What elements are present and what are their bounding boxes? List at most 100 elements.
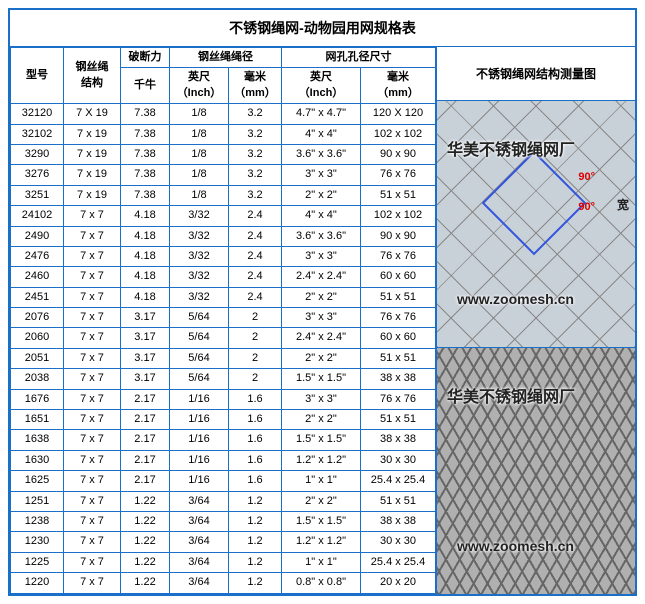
header-aperture-group: 网孔孔径尺寸 (282, 48, 436, 68)
angle-label-1: 90° (578, 171, 595, 183)
table-cell: 3.17 (121, 328, 170, 348)
table-row: 16257 x 72.171/161.61" x 1"25.4 x 25.4 (11, 471, 436, 491)
table-cell: 1230 (11, 532, 64, 552)
table-row: 32767 x 197.381/83.23" x 3"76 x 76 (11, 165, 436, 185)
table-header: 型号 钢丝绳 结构 破断力 钢丝绳绳径 网孔孔径尺寸 千牛 英尺 （Inch） … (11, 48, 436, 104)
table-cell: 7 x 7 (64, 410, 121, 430)
table-row: 12387 x 71.223/641.21.5" x 1.5"38 x 38 (11, 511, 436, 531)
table-cell: 3/32 (170, 206, 229, 226)
table-cell: 1638 (11, 430, 64, 450)
table-cell: 7 x 7 (64, 389, 121, 409)
table-cell: 3/32 (170, 267, 229, 287)
table-cell: 38 x 38 (361, 430, 436, 450)
table-cell: 1238 (11, 511, 64, 531)
table-cell: 1.5" x 1.5" (282, 430, 361, 450)
table-cell: 1251 (11, 491, 64, 511)
table-row: 20517 x 73.175/6422" x 2"51 x 51 (11, 348, 436, 368)
table-cell: 3.2 (229, 165, 282, 185)
table-row: 24907 x 74.183/322.43.6" x 3.6"90 x 90 (11, 226, 436, 246)
table-row: 321027 x 197.381/83.24" x 4"102 x 102 (11, 124, 436, 144)
table-cell: 3290 (11, 144, 64, 164)
table-cell: 7 x 7 (64, 328, 121, 348)
table-cell: 2.4 (229, 287, 282, 307)
header-break-group: 破断力 (121, 48, 170, 68)
table-cell: 60 x 60 (361, 267, 436, 287)
angle-label-2: 90° (578, 201, 595, 213)
table-cell: 7 x 7 (64, 450, 121, 470)
table-cell: 3.17 (121, 308, 170, 328)
table-cell: 1/16 (170, 430, 229, 450)
table-cell: 7 x 19 (64, 144, 121, 164)
table-row: 12207 x 71.223/641.20.8" x 0.8"20 x 20 (11, 573, 436, 593)
table-cell: 4.18 (121, 267, 170, 287)
table-cell: 3/32 (170, 226, 229, 246)
table-row: 24517 x 74.183/322.42" x 2"51 x 51 (11, 287, 436, 307)
table-cell: 4.18 (121, 226, 170, 246)
table-cell: 7 x 7 (64, 430, 121, 450)
table-cell: 30 x 30 (361, 450, 436, 470)
side-title: 不锈钢绳网结构测量图 (437, 47, 635, 101)
table-cell: 7 x 7 (64, 511, 121, 531)
table-cell: 2.17 (121, 389, 170, 409)
table-cell: 1.22 (121, 511, 170, 531)
table-cell: 1.6 (229, 410, 282, 430)
table-cell: 1.2 (229, 511, 282, 531)
table-cell: 1.5" x 1.5" (282, 369, 361, 389)
table-cell: 90 x 90 (361, 144, 436, 164)
header-mm: 毫米 （mm） (229, 68, 282, 104)
table-cell: 7 x 7 (64, 246, 121, 266)
table-cell: 1.22 (121, 573, 170, 593)
table-cell: 30 x 30 (361, 532, 436, 552)
table-cell: 3/64 (170, 552, 229, 572)
url-watermark-1: www.zoomesh.cn (457, 291, 574, 307)
table-cell: 51 x 51 (361, 287, 436, 307)
table-cell: 1" x 1" (282, 471, 361, 491)
table-cell: 2.4 (229, 246, 282, 266)
header-inch: 英尺 （Inch） (170, 68, 229, 104)
table-cell: 1/16 (170, 450, 229, 470)
table-cell: 90 x 90 (361, 226, 436, 246)
table-cell: 2.4 (229, 206, 282, 226)
table-cell: 51 x 51 (361, 185, 436, 205)
table-cell: 1.22 (121, 552, 170, 572)
table-row: 20607 x 73.175/6422.4" x 2.4"60 x 60 (11, 328, 436, 348)
table-row: 241027 x 74.183/322.44" x 4"102 x 102 (11, 206, 436, 226)
table-cell: 2.4" x 2.4" (282, 267, 361, 287)
table-cell: 4" x 4" (282, 206, 361, 226)
brand-watermark-1: 华美不锈钢绳网厂 (447, 136, 575, 160)
table-cell: 2051 (11, 348, 64, 368)
table-cell: 1/16 (170, 410, 229, 430)
table-cell: 1/8 (170, 124, 229, 144)
table-cell: 1/16 (170, 471, 229, 491)
table-cell: 1651 (11, 410, 64, 430)
table-cell: 7.38 (121, 104, 170, 124)
table-row: 16767 x 72.171/161.63" x 3"76 x 76 (11, 389, 436, 409)
header-diameter-group: 钢丝绳绳径 (170, 48, 282, 68)
table-cell: 2.4 (229, 226, 282, 246)
table-cell: 76 x 76 (361, 246, 436, 266)
table-cell: 3.2 (229, 144, 282, 164)
table-row: 32517 x 197.381/83.22" x 2"51 x 51 (11, 185, 436, 205)
table-cell: 38 x 38 (361, 511, 436, 531)
table-cell: 1676 (11, 389, 64, 409)
table-cell: 7 x 7 (64, 491, 121, 511)
table-cell: 3/64 (170, 573, 229, 593)
table-cell: 102 x 102 (361, 206, 436, 226)
table-cell: 3" x 3" (282, 389, 361, 409)
table-cell: 2" x 2" (282, 348, 361, 368)
table-cell: 3.6" x 3.6" (282, 144, 361, 164)
brand-watermark-2: 华美不锈钢绳网厂 (447, 383, 575, 407)
table-cell: 20 x 20 (361, 573, 436, 593)
table-cell: 32102 (11, 124, 64, 144)
table-cell: 1.2 (229, 573, 282, 593)
table-cell: 7 x 7 (64, 348, 121, 368)
table-cell: 3/64 (170, 511, 229, 531)
url-watermark-2: www.zoomesh.cn (457, 538, 574, 554)
table-cell: 2" x 2" (282, 410, 361, 430)
table-cell: 2.17 (121, 410, 170, 430)
table-cell: 2" x 2" (282, 287, 361, 307)
table-cell: 3.2 (229, 104, 282, 124)
table-cell: 7 x 7 (64, 206, 121, 226)
table-cell: 7 x 7 (64, 267, 121, 287)
table-cell: 3" x 3" (282, 308, 361, 328)
